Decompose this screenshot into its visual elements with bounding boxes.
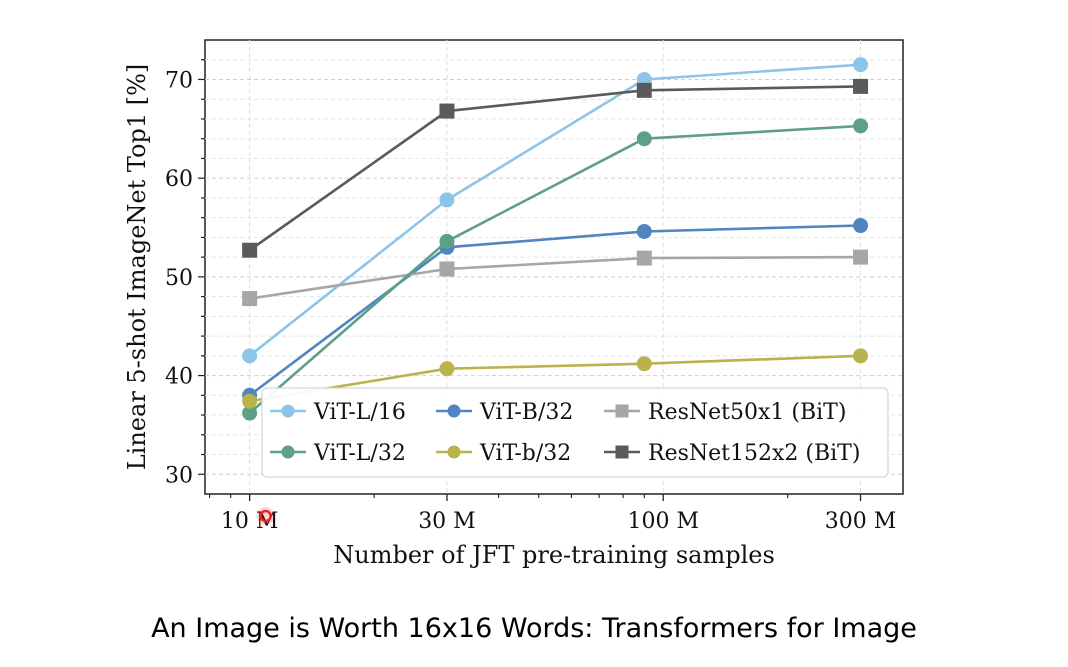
- series-resnet152x2-bit: [242, 78, 869, 258]
- data-point: [439, 103, 455, 119]
- legend-label: ViT-b/32: [479, 441, 571, 466]
- legend-marker: [447, 445, 461, 459]
- data-point: [853, 118, 869, 134]
- legend-label: ViT-L/16: [313, 400, 406, 425]
- legend-marker: [615, 404, 629, 418]
- caption: An Image is Worth 16x16 Words: Transform…: [151, 613, 917, 644]
- series-line: [248, 63, 861, 357]
- x-tick-label: 300 M: [825, 509, 897, 534]
- cursor-ring: [259, 509, 272, 523]
- data-point: [636, 131, 652, 147]
- cursor-halo: [256, 507, 275, 525]
- legend-label: ViT-B/32: [479, 400, 573, 425]
- y-tick-label: 50: [165, 266, 193, 291]
- legend-marker: [281, 404, 295, 418]
- data-point: [636, 223, 652, 239]
- data-point: [242, 393, 258, 409]
- legend-marker: [447, 404, 461, 418]
- x-tick-label: 30 M: [418, 509, 476, 534]
- y-tick-label: 60: [165, 167, 193, 192]
- series-line: [249, 255, 861, 300]
- data-point: [853, 249, 869, 265]
- legend-label: ViT-L/32: [313, 441, 406, 466]
- data-point: [242, 348, 258, 364]
- series-line: [248, 85, 861, 252]
- data-point: [853, 78, 869, 94]
- data-point: [439, 233, 455, 249]
- data-point: [853, 218, 869, 234]
- mouse-cursor-icon: [256, 507, 275, 525]
- series-line: [248, 224, 861, 397]
- series-line: [248, 124, 861, 415]
- data-point: [242, 242, 258, 258]
- data-point: [853, 348, 869, 364]
- y-tick-label: 40: [165, 365, 193, 390]
- series-vit-b-32: [242, 348, 869, 409]
- x-tick-label: 100 M: [627, 509, 699, 534]
- y-axis-label: Linear 5-shot ImageNet Top1 [%]: [123, 64, 151, 471]
- legend-item: ResNet50x1 (BiT): [604, 400, 846, 425]
- data-point: [242, 291, 258, 307]
- y-tick-label: 30: [165, 463, 193, 488]
- data-point: [439, 192, 455, 208]
- legend: ViT-L/16 ViT-B/32 ResNet50x1 (BiT) ViT-L/32…: [261, 387, 889, 478]
- legend-item: ViT-B/32: [436, 400, 573, 425]
- data-point: [439, 361, 455, 377]
- legend-marker: [281, 445, 295, 459]
- data-point: [636, 250, 652, 266]
- legend-box: [261, 387, 889, 478]
- legend-item: ViT-L/16: [270, 400, 406, 425]
- data-point: [439, 261, 455, 277]
- legend-marker: [615, 445, 629, 459]
- legend-label: ResNet152x2 (BiT): [648, 441, 860, 466]
- data-point: [636, 356, 652, 372]
- series-resnet50x1-bit: [242, 249, 869, 307]
- series-vit-l-32: [242, 118, 869, 421]
- legend-item: ViT-L/32: [270, 441, 406, 466]
- data-point: [242, 405, 258, 421]
- legend-label: ResNet50x1 (BiT): [648, 400, 846, 425]
- data-point: [853, 57, 869, 73]
- series-line: [249, 354, 861, 403]
- x-axis-label: Number of JFT pre-training samples: [333, 541, 775, 569]
- legend-item: ResNet152x2 (BiT): [604, 441, 860, 466]
- y-tick-label: 70: [165, 68, 193, 93]
- data-point: [636, 82, 652, 98]
- legend-item: ViT-b/32: [436, 441, 571, 466]
- series-layer: [242, 57, 869, 421]
